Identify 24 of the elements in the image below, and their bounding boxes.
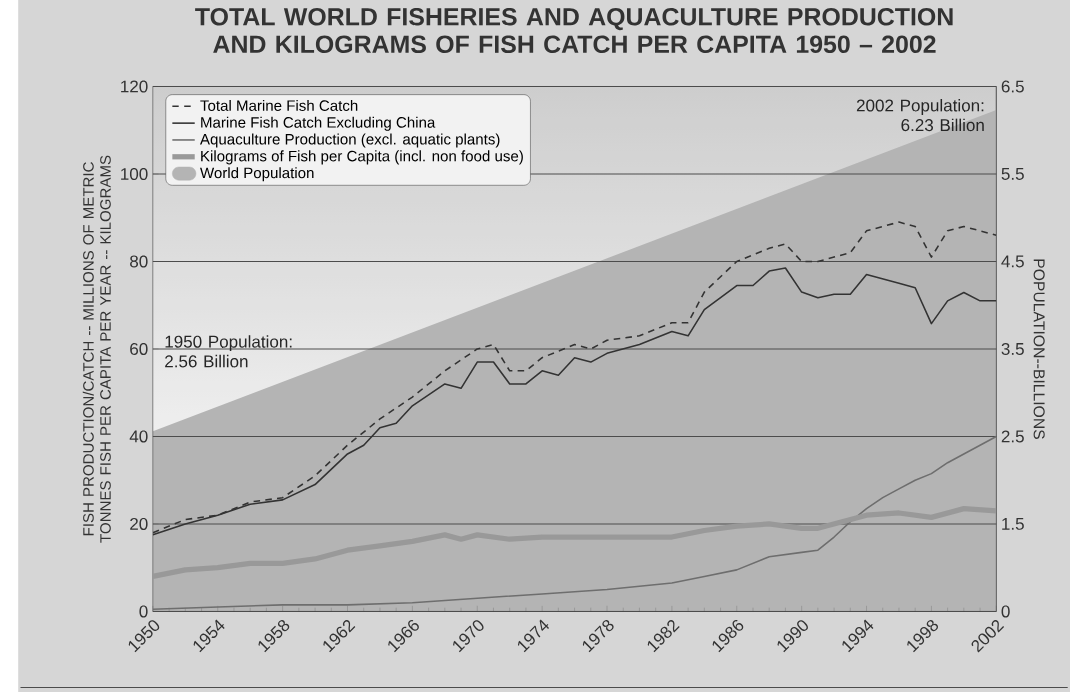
y2-tick-label: 1.5 [1002,517,1024,530]
legend-label: Marine Fish Catch Excluding China [201,116,436,131]
legend-label: World Population [200,167,314,182]
y-tick-label: 60 [130,342,148,355]
y-axis-title: FISH PRODUCTION/CATCH -- MILLIONS OF METRIC TONNES FISH PER CAPITA PER YEAR -- KILOGRAMS [82,155,111,543]
y-tick-label: 20 [130,517,148,530]
annotation: 1950 Population: 2.56 Billion [165,335,292,368]
y-tick-label: 40 [129,430,148,443]
y2-tick-label: 6.5 [1001,80,1024,93]
y2-tick-label: 0 [1001,605,1010,618]
chart-title: TOTAL WORLD FISHERIES AND AQUACULTURE PRODUCTION AND KILOGRAMS OF FISH CATCH PER CAPITA 1950 – 2002 [195,7,953,54]
annotation: 2002 Population: 6.23 Billion [856,99,984,132]
legend-label: Aquaculture Production (excl. aquatic plants) [199,133,500,148]
y-tick-label: 120 [121,80,148,93]
y-tick-label: 80 [130,255,148,268]
legend-label: Kilograms of Fish per Capita (incl. non food use) [201,150,523,165]
y2-tick-label: 5.5 [1001,168,1024,180]
y2-axis-title: POPULATION--BILLIONS [1033,259,1045,439]
y2-tick-label: 4.5 [1001,255,1024,268]
y-tick-label: 100 [121,167,148,181]
y2-tick-label: 2.5 [1001,430,1024,443]
y2-tick-label: 3.5 [1001,342,1024,355]
y-tick-label: 0 [139,605,148,618]
legend-label: Total Marine Fish Catch [200,99,358,111]
